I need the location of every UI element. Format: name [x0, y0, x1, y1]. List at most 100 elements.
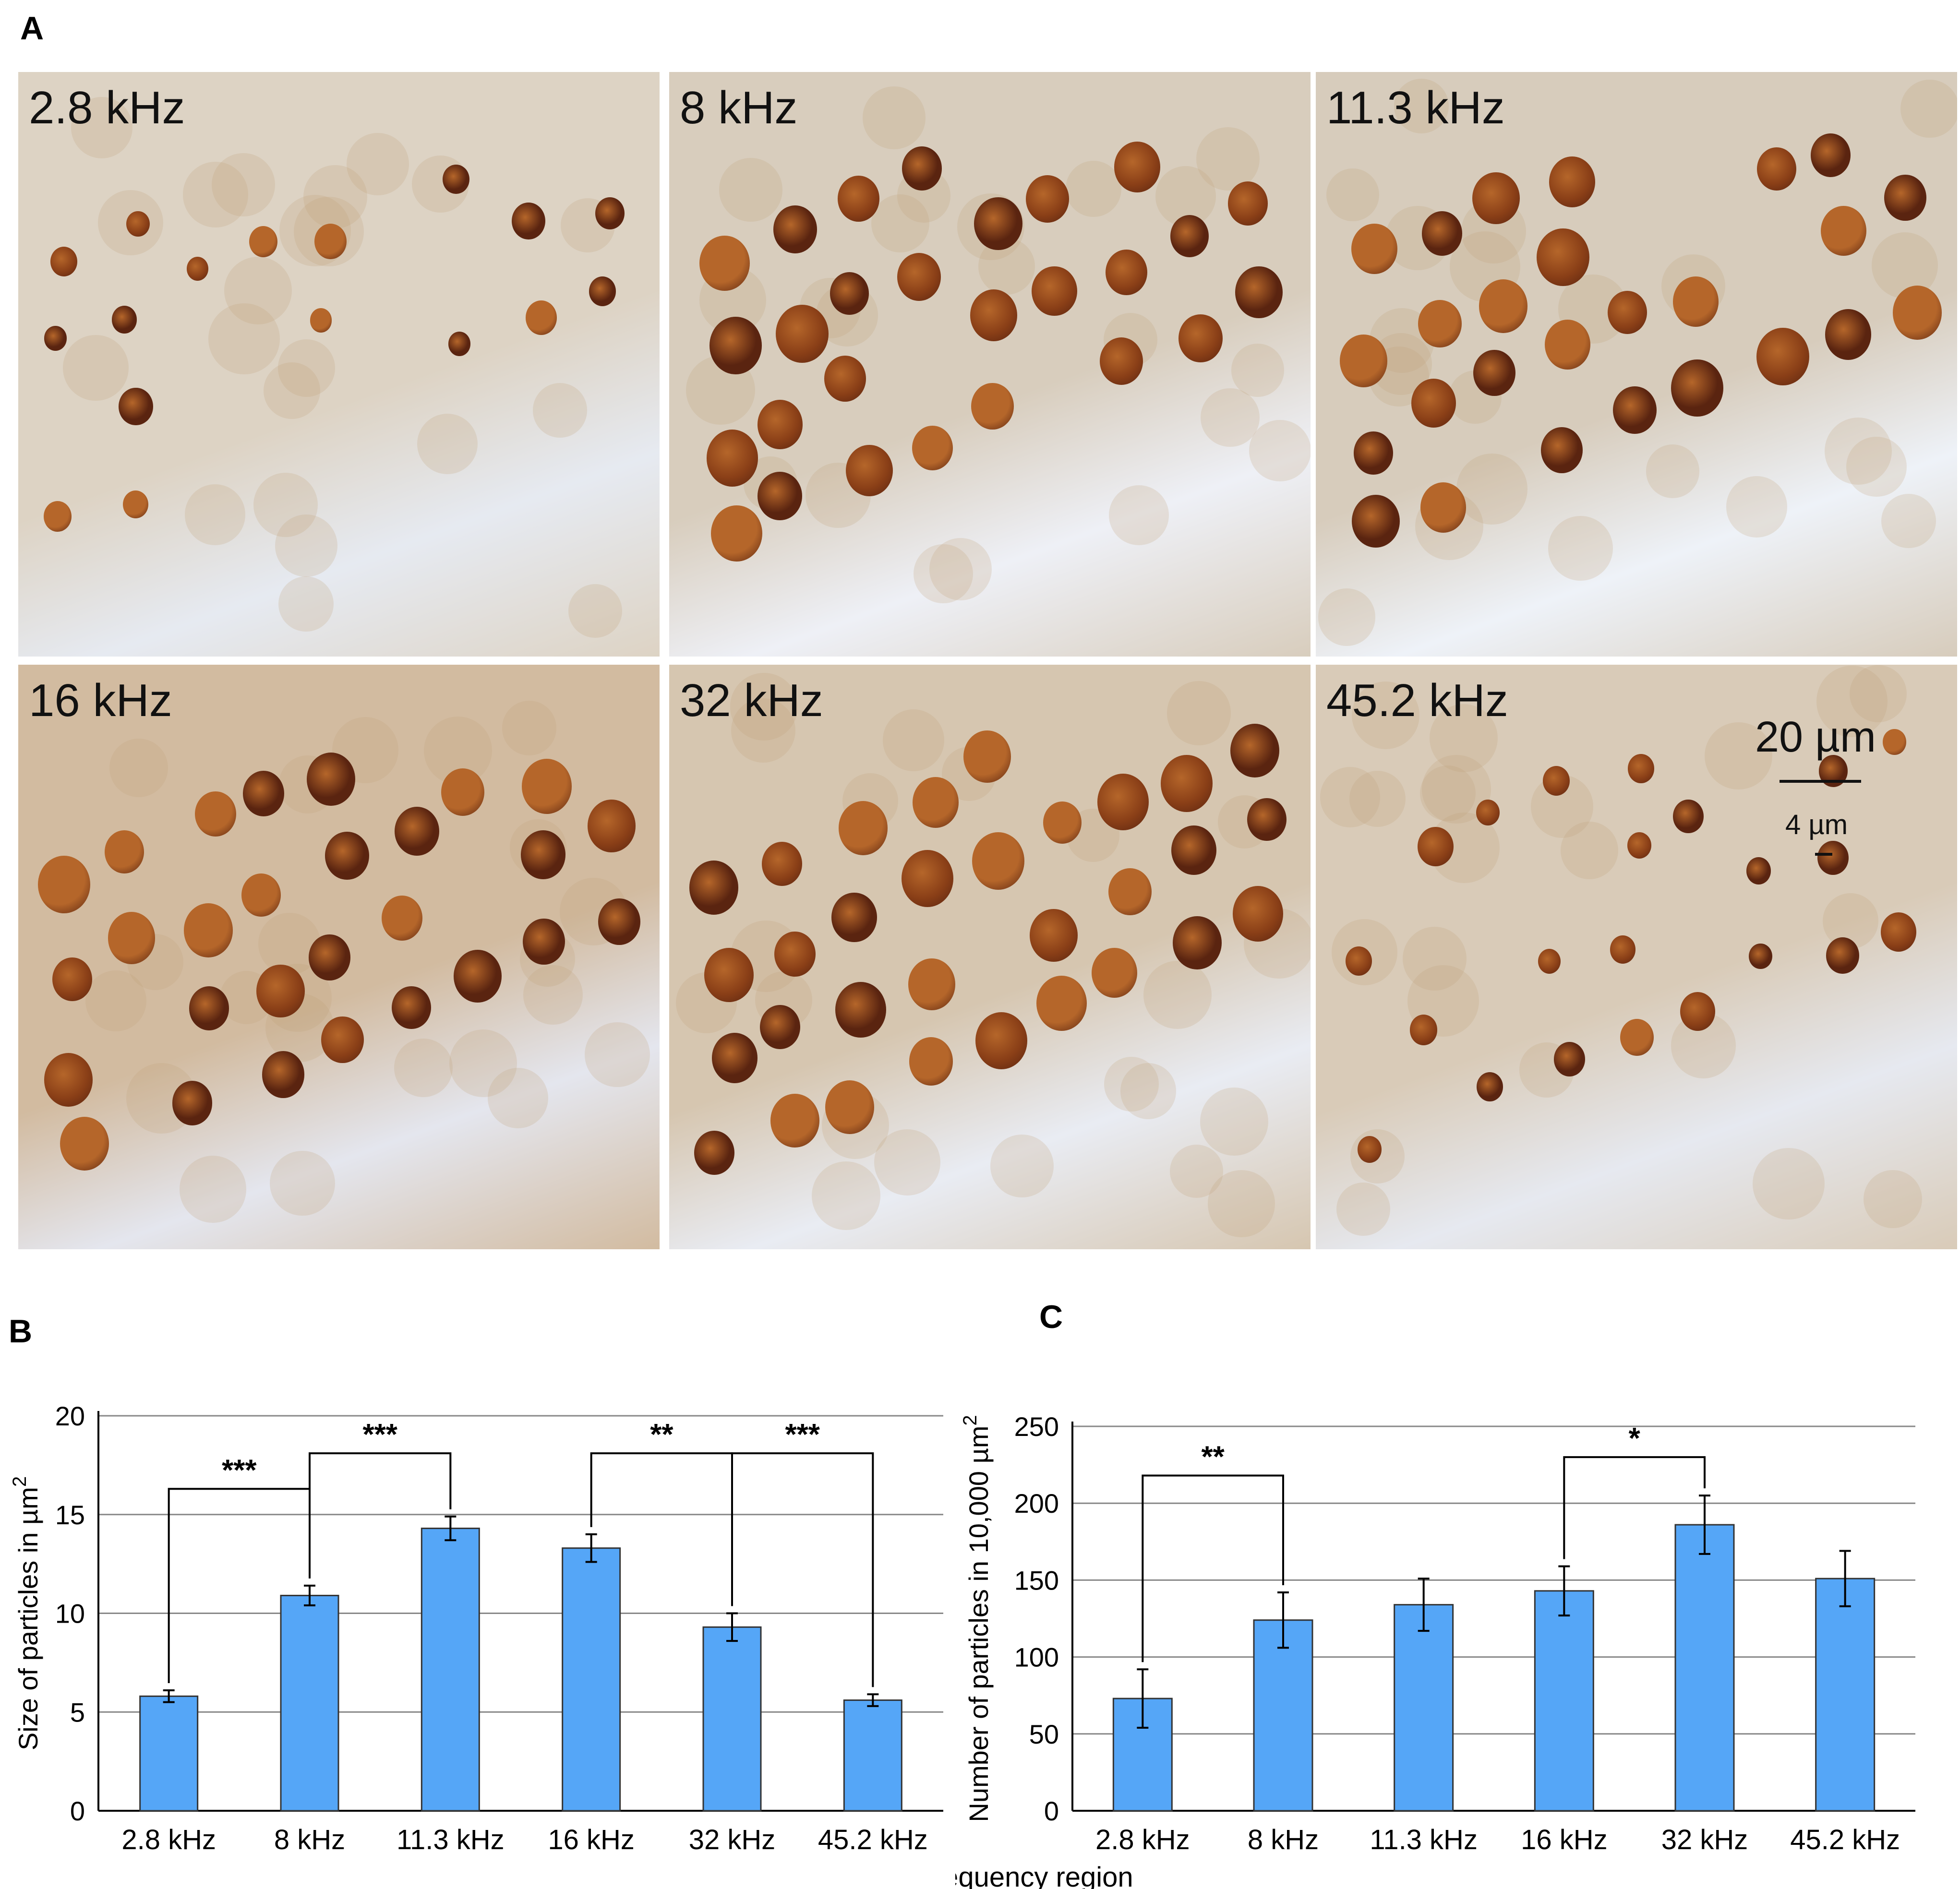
bar [562, 1547, 621, 1812]
scale-bar-20um [1780, 780, 1861, 783]
y-tick-label: 0 [70, 1796, 85, 1826]
background-cell [277, 339, 336, 397]
stained-cell [1825, 309, 1872, 360]
stained-cell [1810, 133, 1851, 178]
stained-cell [970, 289, 1018, 342]
background-cell [1548, 516, 1613, 581]
stained-cell [760, 1004, 801, 1049]
background-cell [1705, 722, 1773, 790]
micrograph-2-8khz: 2.8 kHz [18, 72, 660, 657]
stained-cell [598, 898, 641, 945]
stained-cell [183, 903, 233, 957]
bar [1674, 1524, 1735, 1812]
micrograph-16khz: 16 kHz [18, 665, 660, 1249]
background-cell [278, 576, 334, 632]
stained-cell [1418, 299, 1462, 348]
stained-cell [1472, 172, 1520, 225]
stained-cell [1680, 992, 1716, 1031]
stained-cell [909, 1037, 953, 1086]
y-tick-label: 150 [1014, 1565, 1059, 1595]
stained-cell [709, 317, 762, 374]
stained-cell [1610, 935, 1636, 964]
bar [139, 1695, 199, 1812]
stained-cell [1161, 755, 1213, 812]
stained-cell [835, 981, 887, 1038]
background-cell [882, 709, 945, 771]
background-cell [394, 1039, 453, 1098]
background-cell [275, 514, 338, 577]
significance-stars: *** [222, 1454, 257, 1487]
background-cell [71, 97, 133, 159]
micrograph-frequency-label: 32 kHz [680, 675, 823, 726]
background-cell [449, 1029, 517, 1098]
chart-particle-size: 0 5 10 15 20 2.8 kHz 8 kHz 11.3 kHz 16 kHz 32 kHz… [9, 1401, 943, 1855]
y-tick-label: 100 [1014, 1642, 1059, 1673]
stained-cell [1542, 765, 1570, 796]
bar [843, 1699, 902, 1812]
y-tick-label: 5 [70, 1697, 85, 1727]
bar [1394, 1604, 1454, 1812]
stained-cell [314, 223, 347, 259]
y-axis-label: Number of particles in 10,000 µm2 [960, 1415, 994, 1822]
stained-cell [172, 1081, 213, 1125]
stained-cell [1339, 335, 1388, 387]
stained-cell [1108, 868, 1152, 916]
stained-cell [704, 947, 754, 1003]
stained-cell [1627, 832, 1652, 859]
stained-cell [52, 957, 93, 1001]
stained-cell [1030, 909, 1078, 962]
stained-cell [837, 175, 880, 222]
background-cell [990, 1134, 1054, 1198]
stained-cell [1627, 754, 1654, 783]
stained-cell [1025, 175, 1069, 223]
background-cell [1065, 161, 1121, 217]
background-cell [253, 472, 318, 537]
stained-cell [1540, 427, 1583, 473]
x-tick-label: 8 kHz [1248, 1824, 1319, 1855]
stained-cell [912, 777, 959, 828]
background-cell [1402, 926, 1467, 991]
background-cell [585, 1022, 650, 1088]
background-cell [1170, 1145, 1223, 1198]
stained-cell [1620, 1018, 1654, 1056]
background-cell [1336, 1182, 1390, 1236]
background-cell [1349, 770, 1406, 827]
background-cell [1207, 1170, 1275, 1237]
micrograph-background [18, 72, 660, 657]
stained-cell [521, 830, 565, 879]
micrograph-11-3khz: 11.3 kHz [1316, 72, 1957, 657]
background-cell [533, 383, 588, 438]
stained-cell [838, 801, 888, 856]
stained-cell [119, 388, 153, 426]
background-cell [1326, 168, 1380, 222]
background-cell [568, 584, 622, 638]
stained-cell [1357, 1136, 1382, 1163]
stained-cell [699, 235, 750, 291]
stained-cell [1826, 937, 1859, 974]
stained-cell [1608, 290, 1647, 334]
stained-cell [1477, 1072, 1503, 1102]
x-tick-label: 11.3 kHz [1370, 1824, 1478, 1855]
stained-cell [105, 830, 144, 874]
stained-cell [972, 832, 1024, 890]
stained-cell [307, 753, 355, 806]
background-cell [719, 158, 783, 222]
background-cell [1166, 681, 1231, 745]
background-cell [109, 739, 168, 797]
stained-cell [1418, 827, 1454, 867]
bar [421, 1528, 480, 1812]
stained-cell [1884, 174, 1926, 221]
stained-cell [1171, 825, 1216, 875]
x-tick-label: 45.2 kHz [1790, 1824, 1900, 1855]
stained-cell [1230, 723, 1279, 778]
stained-cell [1672, 276, 1719, 327]
background-cell [731, 698, 795, 763]
stained-cell [1235, 266, 1283, 319]
stained-cell [126, 211, 150, 237]
stained-cell [521, 759, 572, 814]
x-tick-label: 16 kHz [1521, 1824, 1608, 1855]
stained-cell [908, 958, 955, 1010]
background-cell [185, 484, 246, 545]
stained-cell [902, 850, 953, 907]
y-axis-label: Size of particles in µm2 [9, 1476, 43, 1750]
